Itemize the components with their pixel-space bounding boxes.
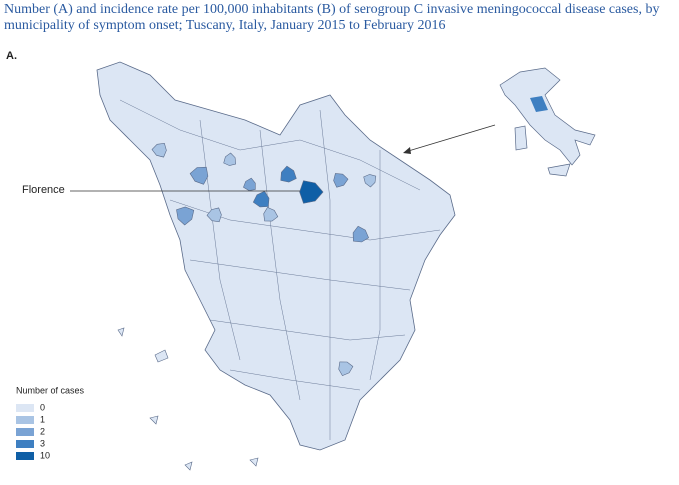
- municipality: [280, 165, 297, 183]
- legend-swatch: [16, 428, 34, 436]
- legend-label: 1: [40, 414, 45, 424]
- municipality: [252, 190, 270, 208]
- legend-swatch: [16, 452, 34, 460]
- municipality: [333, 173, 349, 188]
- legend-label: 10: [40, 450, 50, 460]
- municipality: [223, 152, 237, 166]
- region-outline: [96, 61, 456, 451]
- title: Number (A) and incidence rate per 100,00…: [4, 2, 660, 33]
- islands: [117, 327, 259, 471]
- sardinia: [514, 125, 528, 151]
- italy-outline: [499, 67, 596, 166]
- municipality: [352, 225, 369, 243]
- municipality: [206, 207, 222, 223]
- municipality: [263, 207, 279, 222]
- legend-swatch: [16, 404, 34, 412]
- italy-inset: [499, 67, 596, 177]
- sicily: [547, 163, 571, 177]
- municipality: [176, 206, 195, 226]
- municipality: [363, 174, 377, 188]
- legend-label: 2: [40, 426, 45, 436]
- arrow-head: [403, 147, 411, 154]
- municipality: [151, 142, 167, 158]
- legend-swatch: [16, 416, 34, 424]
- legend-swatch: [16, 440, 34, 448]
- municipality: [338, 361, 354, 376]
- annotation: Florence: [22, 184, 65, 196]
- municipality: [299, 180, 324, 204]
- legend-title: Number of cases: [16, 385, 85, 395]
- panel-label: A.: [6, 50, 17, 62]
- municipality: [189, 166, 209, 185]
- municipality: [243, 177, 256, 191]
- tuscany-map: [96, 61, 456, 471]
- inset-arrow: [404, 124, 496, 153]
- tuscany-inset: [530, 96, 548, 112]
- legend-label: 0: [40, 402, 45, 412]
- legend-label: 3: [40, 438, 45, 448]
